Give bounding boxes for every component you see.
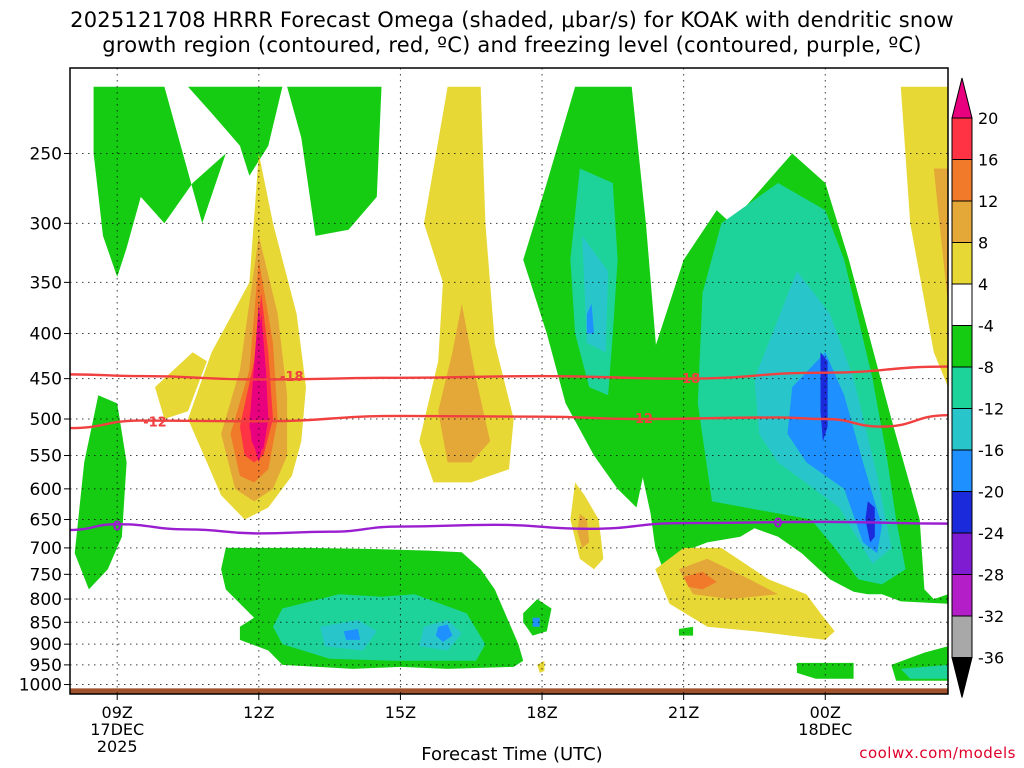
contour-label-5: 0 (774, 516, 783, 531)
chart-title-line-1: 2025121708 HRRR Forecast Omega (shaded, … (70, 8, 954, 32)
colorbar-label-7: -12 (978, 400, 1004, 419)
y-tick-label-450: 450 (30, 370, 62, 390)
plot-frame (69, 67, 949, 695)
omega-region-1 (188, 86, 283, 176)
x-tick-label-15-0: 15Z (385, 703, 416, 722)
isotherm-line-1 (69, 413, 949, 430)
isotherm-line-0 (69, 365, 949, 381)
omega-region-7 (523, 599, 552, 636)
x-tick-label-21-0: 21Z (668, 703, 699, 722)
colorbar-swatch-6 (951, 366, 973, 409)
colorbar-label-1: 16 (978, 151, 998, 170)
omega-region-23 (532, 617, 540, 627)
x-axis-label: Forecast Time (UTC) (421, 744, 603, 765)
omega-shading (70, 86, 948, 694)
colorbar-label-13: -36 (978, 649, 1004, 668)
colorbar-label-11: -28 (978, 566, 1004, 585)
chart-title-line-2: growth region (contoured, red, ºC) and f… (102, 33, 922, 57)
omega-region-19 (787, 352, 882, 554)
omega-region-34 (438, 303, 491, 463)
contour-label-2: -12 (143, 415, 167, 430)
omega-region-2 (287, 86, 382, 236)
colorbar-swatch-12 (951, 615, 973, 658)
colorbar-swatch-4 (951, 283, 973, 326)
y-tick-label-900: 900 (30, 635, 62, 655)
colorbar-label-3: 8 (978, 234, 988, 253)
colorbar-swatch-5 (951, 325, 973, 368)
colorbar-label-0: 20 (978, 109, 998, 128)
y-tick-label-750: 750 (30, 565, 62, 585)
credit-label: coolwx.com/models (859, 744, 1016, 762)
colorbar-swatch-3 (951, 242, 973, 285)
x-tick-label-9-0: 09Z (102, 703, 133, 722)
y-tick-label-250: 250 (30, 144, 62, 164)
x-tick-label-12-0: 12Z (243, 703, 274, 722)
omega-region-8 (796, 662, 854, 679)
omega-region-21 (435, 624, 453, 642)
colorbar-swatch-8 (951, 449, 973, 492)
omega-region-0 (93, 86, 226, 277)
x-tick-label-18-0: 18Z (526, 703, 557, 722)
colorbar-bottom-arrow (951, 657, 973, 698)
colorbar-label-4: 4 (978, 275, 988, 294)
omega-region-20 (343, 629, 361, 640)
y-tick-label-400: 400 (30, 325, 62, 345)
omega-region-22 (586, 303, 594, 334)
terrain-bar (70, 688, 948, 694)
colorbar-swatch-9 (951, 491, 973, 534)
isotherm-line-2 (69, 520, 949, 535)
y-tick-label-650: 650 (30, 511, 62, 531)
omega-region-28 (419, 86, 514, 483)
omega-region-39 (683, 571, 717, 590)
x-tick-label-9-2: 2025 (97, 737, 138, 756)
colorbar-label-12: -32 (978, 607, 1004, 626)
contour-label-3: -12 (629, 412, 653, 427)
colorbar-swatch-11 (951, 574, 973, 617)
y-tick-label-300: 300 (30, 214, 62, 234)
contour-label-4: 0 (113, 519, 122, 534)
omega-region-35 (577, 513, 590, 548)
y-tick-label-950: 950 (30, 656, 62, 676)
omega-region-36 (678, 558, 779, 600)
colorbar-label-6: -8 (978, 358, 994, 377)
colorbar-label-9: -20 (978, 483, 1004, 502)
y-tick-label-850: 850 (30, 613, 62, 633)
x-tick-label-24-1: 18DEC (798, 720, 852, 739)
colorbar-label-8: -16 (978, 441, 1004, 460)
y-tick-label-550: 550 (30, 447, 62, 467)
colorbar-label-2: 12 (978, 192, 998, 211)
contour-label-1: -18 (677, 372, 701, 387)
colorbar-swatch-7 (951, 408, 973, 451)
omega-region-31 (900, 86, 948, 388)
y-tick-label-500: 500 (30, 410, 62, 430)
colorbar-swatch-2 (951, 200, 973, 243)
colorbar-label-5: -4 (978, 317, 994, 336)
omega-region-42 (249, 303, 269, 463)
omega-region-14 (900, 664, 948, 679)
contour-label-0: -18 (280, 370, 304, 385)
y-tick-label-600: 600 (30, 480, 62, 500)
y-tick-label-800: 800 (30, 590, 62, 610)
omega-region-37 (933, 168, 948, 304)
y-tick-label-350: 350 (30, 273, 62, 293)
colorbar-swatch-0 (951, 117, 973, 160)
omega-region-27 (155, 352, 207, 419)
y-tick-label-1000: 1000 (19, 676, 62, 696)
omega-region-3 (74, 395, 127, 590)
colorbar-swatch-10 (951, 532, 973, 575)
x-tick-label-24-0: 00Z (810, 703, 841, 722)
x-tick-label-9-1: 17DEC (90, 720, 144, 739)
colorbar-label-10: -24 (978, 524, 1004, 543)
y-tick-label-700: 700 (30, 539, 62, 559)
omega-region-32 (537, 660, 545, 673)
colorbar-top-arrow (951, 77, 973, 119)
colorbar-swatch-1 (951, 159, 973, 202)
omega-region-10 (678, 626, 694, 636)
